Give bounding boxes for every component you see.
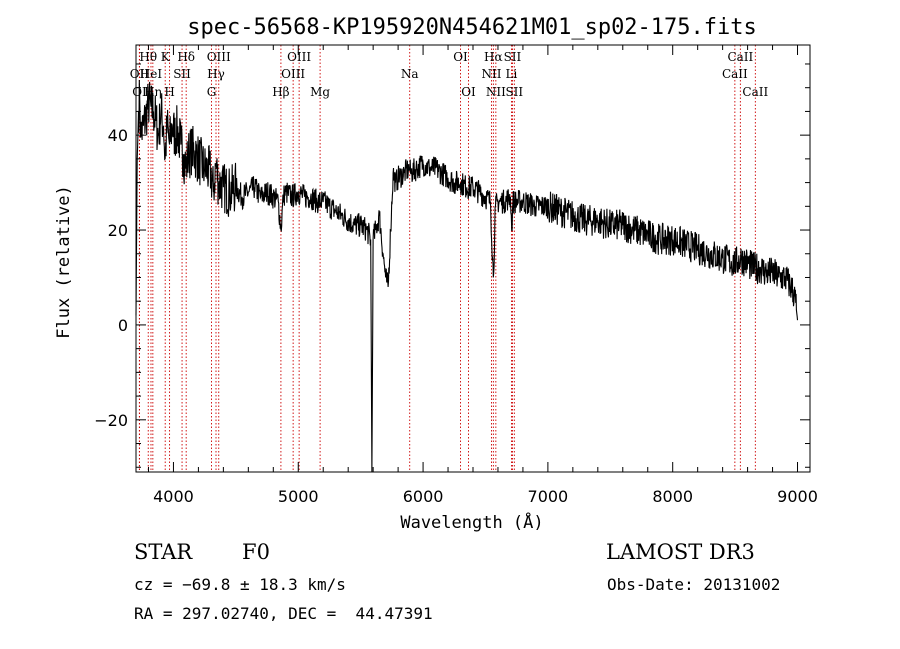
line-label-27: CaII — [742, 85, 768, 99]
obs-date-text: Obs-Date: 20131002 — [607, 575, 781, 594]
line-label-18: OI — [461, 85, 476, 99]
line-label-2: Hθ — [139, 50, 157, 64]
redshift-text: cz = −69.8 ± 18.3 km/s — [134, 575, 346, 594]
chart-title: spec-56568-KP195920N454621M01_sp02-175.f… — [187, 15, 757, 40]
x-axis-label: Wavelength (Å) — [400, 511, 543, 533]
line-label-20: SII — [504, 50, 522, 64]
line-label-6: SII — [173, 67, 191, 81]
line-label-12: Hβ — [272, 85, 289, 99]
y-axis-ticks: −20 0 20 40 — [94, 63, 810, 468]
line-label-8: Hδ — [177, 50, 195, 64]
x-tick-label-8000: 8000 — [652, 487, 693, 506]
y-tick-label-20: 20 — [108, 221, 128, 240]
line-label-23: NII — [486, 85, 506, 99]
line-label-26: CaII — [722, 67, 748, 81]
line-label-15: Mg — [310, 85, 330, 99]
line-label-10: Hγ — [207, 67, 225, 81]
spectrum-line — [135, 79, 799, 473]
line-label-5: K — [161, 50, 171, 64]
coordinates-text: RA = 297.02740, DEC = 44.47391 — [134, 604, 433, 623]
x-tick-label-9000: 9000 — [777, 487, 818, 506]
line-label-17: OI — [453, 50, 468, 64]
object-subclass: F0 — [242, 540, 270, 564]
y-tick-label-40: 40 — [108, 126, 128, 145]
spectral-line-markers — [138, 45, 756, 472]
line-label-13: OIII — [287, 50, 311, 64]
line-label-19: Hα — [484, 50, 503, 64]
line-label-9: OIII — [207, 50, 231, 64]
x-axis-ticks: 4000 5000 6000 7000 8000 9000 — [147, 45, 818, 506]
line-label-24: SII — [505, 85, 523, 99]
line-label-11: G — [207, 85, 217, 99]
y-tick-label-0: 0 — [118, 316, 128, 335]
x-tick-label-6000: 6000 — [403, 487, 444, 506]
line-label-0: OII — [130, 67, 150, 81]
line-label-25: CaII — [727, 50, 753, 64]
x-tick-label-7000: 7000 — [528, 487, 569, 506]
x-tick-label-5000: 5000 — [278, 487, 319, 506]
survey-label: LAMOST DR3 — [606, 540, 755, 564]
line-label-16: Na — [401, 67, 419, 81]
line-label-14: OIII — [281, 67, 305, 81]
line-label-7: H — [164, 85, 174, 99]
object-class: STAR — [134, 540, 193, 564]
y-axis-label: Flux (relative) — [54, 185, 74, 339]
line-label-22: Li — [506, 67, 518, 81]
y-tick-label--20: −20 — [94, 411, 128, 430]
line-label-3: HeI — [140, 67, 163, 81]
line-label-21: NII — [481, 67, 501, 81]
x-tick-label-4000: 4000 — [153, 487, 194, 506]
